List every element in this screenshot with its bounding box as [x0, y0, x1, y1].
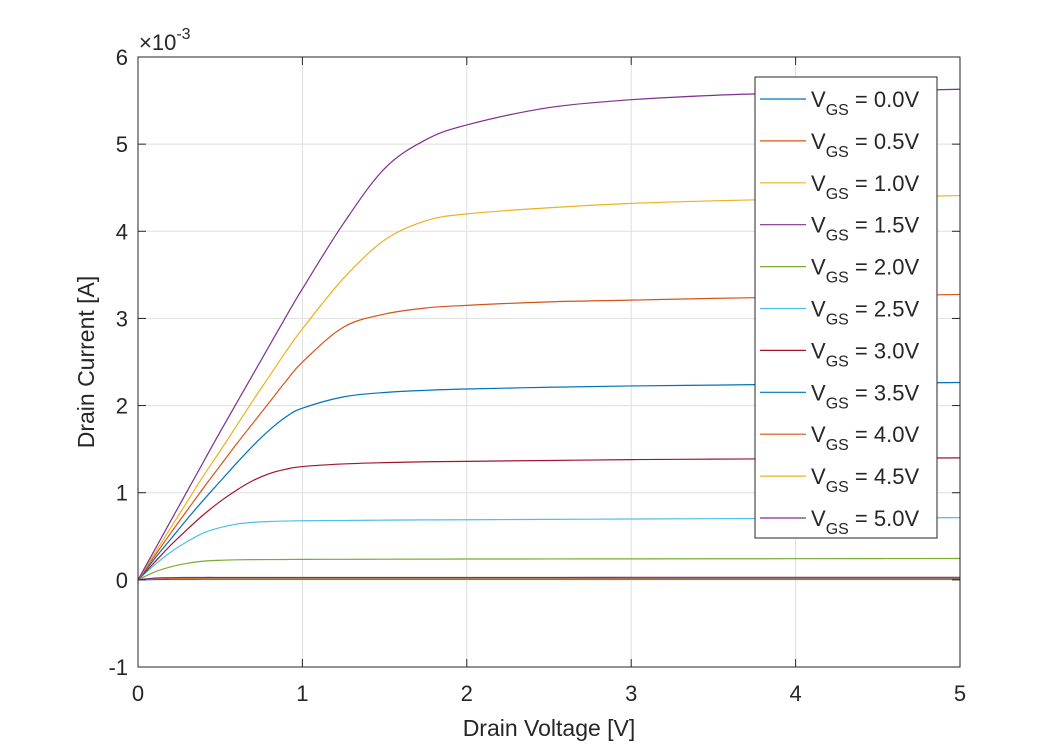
- series-line-9: [137, 194, 961, 581]
- y-exponent-power: -3: [176, 26, 190, 43]
- x-tick-label: 5: [954, 681, 966, 706]
- legend-label: VGS = 5.0V: [811, 506, 919, 538]
- series-line-10: [137, 88, 961, 581]
- legend-label: VGS = 4.0V: [811, 422, 919, 454]
- legend-label: VGS = 0.5V: [811, 129, 919, 161]
- x-tick-label: 1: [296, 681, 308, 706]
- x-axis-label: Drain Voltage [V]: [463, 715, 636, 741]
- series-layer: [137, 88, 961, 581]
- ticks: [137, 56, 961, 668]
- axes-box: [137, 56, 961, 668]
- series-line-0: [137, 578, 960, 581]
- y-exponent-label: ×10-3: [139, 26, 191, 55]
- legend-label: VGS = 1.0V: [811, 171, 919, 203]
- y-tick-label: 0: [116, 568, 128, 593]
- legend-label: VGS = 2.5V: [811, 297, 919, 329]
- series-line-7: [137, 381, 961, 581]
- series-line-3: [137, 576, 960, 581]
- y-tick-label: 5: [116, 132, 128, 157]
- series-line-6: [137, 457, 961, 581]
- legend: VGS = 0.0V VGS = 0.5V VGS = 1.0V VGS = 1.5V…: [754, 76, 938, 539]
- y-tick-label: 6: [116, 45, 128, 70]
- legend-box: [754, 76, 938, 539]
- y-tick-label: 4: [116, 219, 128, 244]
- y-tick-label: 3: [116, 306, 128, 331]
- x-tick-label: 0: [132, 681, 144, 706]
- legend-label: VGS = 1.5V: [811, 213, 919, 245]
- y-tick-label: -1: [108, 655, 128, 680]
- y-exponent-base: ×10: [139, 30, 176, 55]
- legend-label: VGS = 2.0V: [811, 255, 919, 287]
- series-line-8: [137, 293, 961, 581]
- series-line-5: [137, 517, 961, 581]
- legend-label: VGS = 0.0V: [811, 87, 919, 119]
- x-tick-label: 3: [625, 681, 637, 706]
- series-line-4: [137, 557, 961, 581]
- y-tick-label: 2: [116, 394, 128, 419]
- legend-label: VGS = 3.5V: [811, 380, 919, 412]
- y-tick-label: 1: [116, 481, 128, 506]
- y-axis-label: Drain Current [A]: [73, 276, 99, 449]
- x-tick-label: 4: [789, 681, 801, 706]
- x-tick-label: 2: [461, 681, 473, 706]
- legend-label: VGS = 4.5V: [811, 464, 919, 496]
- legend-label: VGS = 3.0V: [811, 338, 919, 370]
